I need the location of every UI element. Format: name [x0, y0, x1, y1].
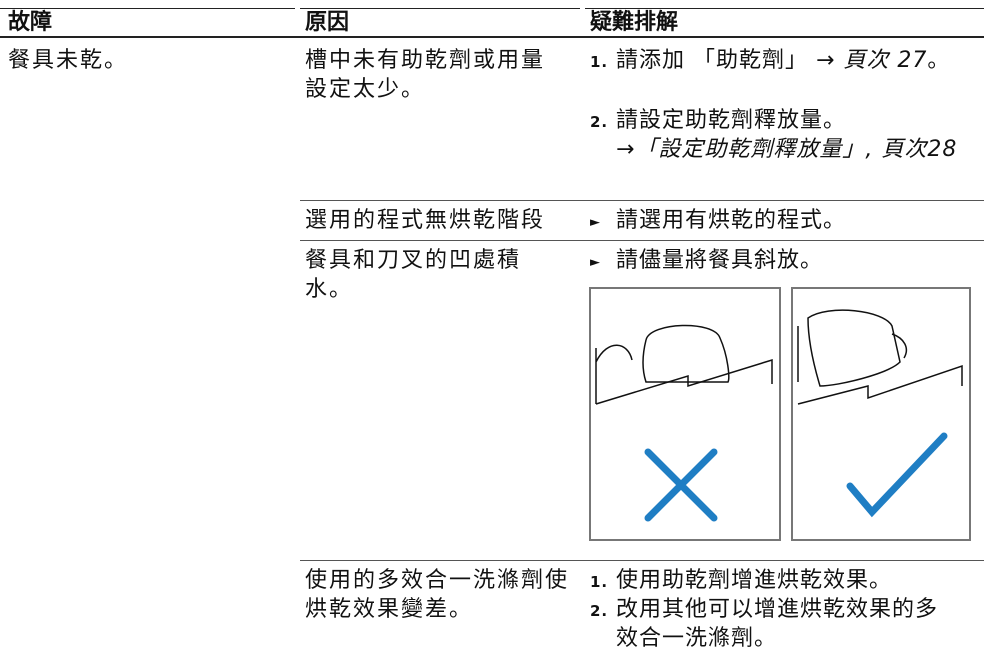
cause-cell: 使用的多效合一洗滌劑使烘乾效果變差。 — [305, 568, 570, 622]
list-marker: 1. — [590, 53, 609, 71]
remedy-text: 請設定助乾劑釋放量。 — [616, 108, 847, 133]
row-rule — [300, 240, 984, 241]
header-top-rule — [300, 8, 580, 9]
cause-cell: 選用的程式無烘乾階段 — [305, 208, 546, 233]
cause-cell: 槽中未有助乾劑或用量設定太少。 — [305, 48, 546, 102]
header-bottom-rule — [0, 36, 984, 38]
remedy-text: 改用其他可以增進烘乾效果的多效合一洗滌劑。 — [616, 597, 939, 651]
row-rule — [300, 560, 984, 561]
remedy-item: 2. 請設定助乾劑釋放量。 →「設定助乾劑釋放量」, 頁次28 — [590, 106, 970, 164]
page-ref: 頁次 27 — [843, 48, 928, 73]
header-cell: 故障 — [8, 10, 53, 35]
remedy-item: 1. 使用助乾劑增進烘乾效果。 — [590, 566, 970, 595]
cause-cell: 餐具和刀叉的凹處積水。 — [305, 248, 522, 302]
fault-cell: 餐具未乾。 — [8, 48, 129, 73]
header-top-rule — [0, 8, 295, 9]
row-rule — [300, 200, 984, 201]
page-ref: →「設定助乾劑釋放量」, 頁次28 — [616, 137, 958, 162]
remedy-text: 使用助乾劑增進烘乾效果。 — [616, 568, 893, 593]
list-marker: 2. — [590, 113, 609, 131]
illustration — [589, 287, 971, 541]
list-marker: 1. — [590, 573, 609, 591]
remedy-text: 請添加 「助乾劑」 → — [616, 48, 836, 73]
remedy-item: 1. 請添加 「助乾劑」 → 頁次 27。 — [590, 46, 970, 75]
list-marker: ► — [590, 255, 601, 270]
list-marker: ► — [590, 215, 601, 230]
list-marker: 2. — [590, 602, 609, 620]
remedy-item: ► 請儘量將餐具斜放。 — [590, 246, 970, 275]
remedy-text: 請儘量將餐具斜放。 — [616, 248, 824, 273]
header-top-rule — [585, 8, 984, 9]
header-cell: 原因 — [305, 10, 350, 35]
remedy-item: ► 請選用有烘乾的程式。 — [590, 206, 970, 235]
remedy-item: 2. 改用其他可以增進烘乾效果的多效合一洗滌劑。 — [590, 595, 950, 653]
remedy-tail: 。 — [927, 48, 951, 73]
remedy-text: 請選用有烘乾的程式。 — [616, 208, 847, 233]
header-cell: 疑難排解 — [590, 10, 679, 35]
